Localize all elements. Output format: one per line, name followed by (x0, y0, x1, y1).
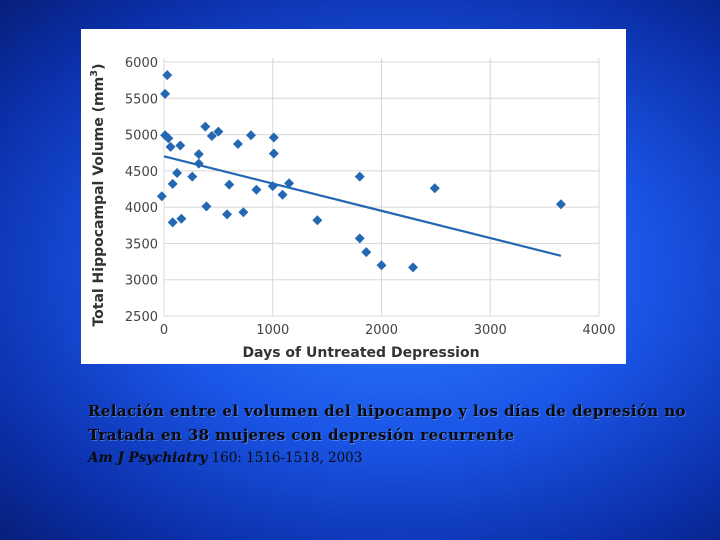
data-point (284, 178, 295, 189)
y-tick-label: 3000 (125, 274, 158, 289)
tick-labels: 2500 3000 3500 4000 4500 5000 5500 6000 0 1000 200… (125, 56, 616, 338)
citation-details: 160: 1516-1518, 2003 (207, 450, 363, 466)
trendline (163, 155, 562, 257)
data-point (268, 132, 279, 143)
citation-journal: Am J Psychiatry (88, 450, 208, 466)
y-axis-label-close: ) (91, 63, 107, 69)
x-tick-label: 1000 (256, 323, 289, 338)
data-point (238, 207, 249, 218)
data-point (224, 179, 235, 190)
data-point (251, 184, 262, 195)
y-axis-label: Total Hippocampal Volume (mm3) (89, 63, 107, 326)
data-point (167, 217, 178, 228)
data-point (555, 199, 566, 210)
data-point (162, 70, 173, 81)
citation: Am J Psychiatry 160: 1516-1518, 2003 (88, 450, 362, 466)
data-point (408, 262, 419, 273)
x-tick-label: 3000 (474, 323, 507, 338)
y-tick-label: 5500 (125, 92, 158, 107)
data-point (354, 233, 365, 244)
y-tick-label: 2500 (125, 310, 158, 325)
y-tick-label: 4500 (125, 165, 158, 180)
data-point (156, 191, 167, 202)
data-point (172, 168, 183, 179)
data-point (246, 130, 256, 141)
y-tick-label: 5000 (125, 129, 158, 144)
y-axis-label-superscript: 3 (89, 70, 100, 77)
data-point (354, 171, 365, 182)
data-point (312, 215, 323, 226)
chart-panel: 2500 3000 3500 4000 4500 5000 5500 6000 0 1000 200… (81, 29, 626, 364)
caption-line-2: Tratada en 38 mujeres con depresión recu… (88, 426, 515, 444)
data-point (165, 141, 176, 152)
scatter-chart: 2500 3000 3500 4000 4500 5000 5500 6000 0 1000 200… (89, 56, 616, 361)
data-point (267, 181, 278, 192)
data-point (268, 148, 279, 159)
data-point (187, 171, 198, 182)
data-point (160, 88, 171, 99)
y-tick-label: 6000 (125, 56, 158, 71)
x-tick-label: 0 (160, 323, 168, 338)
data-points (156, 70, 566, 273)
data-point (232, 139, 243, 150)
trendline-layer (163, 155, 562, 257)
data-point (176, 213, 187, 224)
data-point (200, 121, 211, 132)
data-point (167, 178, 178, 189)
data-point (213, 126, 224, 137)
data-point (222, 209, 233, 220)
data-point (361, 247, 372, 258)
y-tick-label: 4000 (125, 201, 158, 216)
data-point (163, 133, 174, 144)
data-point (376, 260, 387, 271)
y-tick-label: 3500 (125, 237, 158, 252)
data-point (277, 189, 288, 200)
data-point (429, 183, 440, 194)
caption-line-1: Relación entre el volumen del hipocampo … (88, 402, 686, 420)
data-point (193, 158, 204, 169)
x-axis-label: Days of Untreated Depression (242, 345, 479, 361)
data-point (206, 131, 217, 142)
data-point (175, 140, 186, 151)
x-tick-label: 4000 (582, 323, 615, 338)
data-point (193, 149, 204, 160)
y-axis-label-main: Total Hippocampal Volume (mm (91, 77, 107, 327)
data-point (201, 201, 212, 212)
x-tick-label: 2000 (365, 323, 398, 338)
